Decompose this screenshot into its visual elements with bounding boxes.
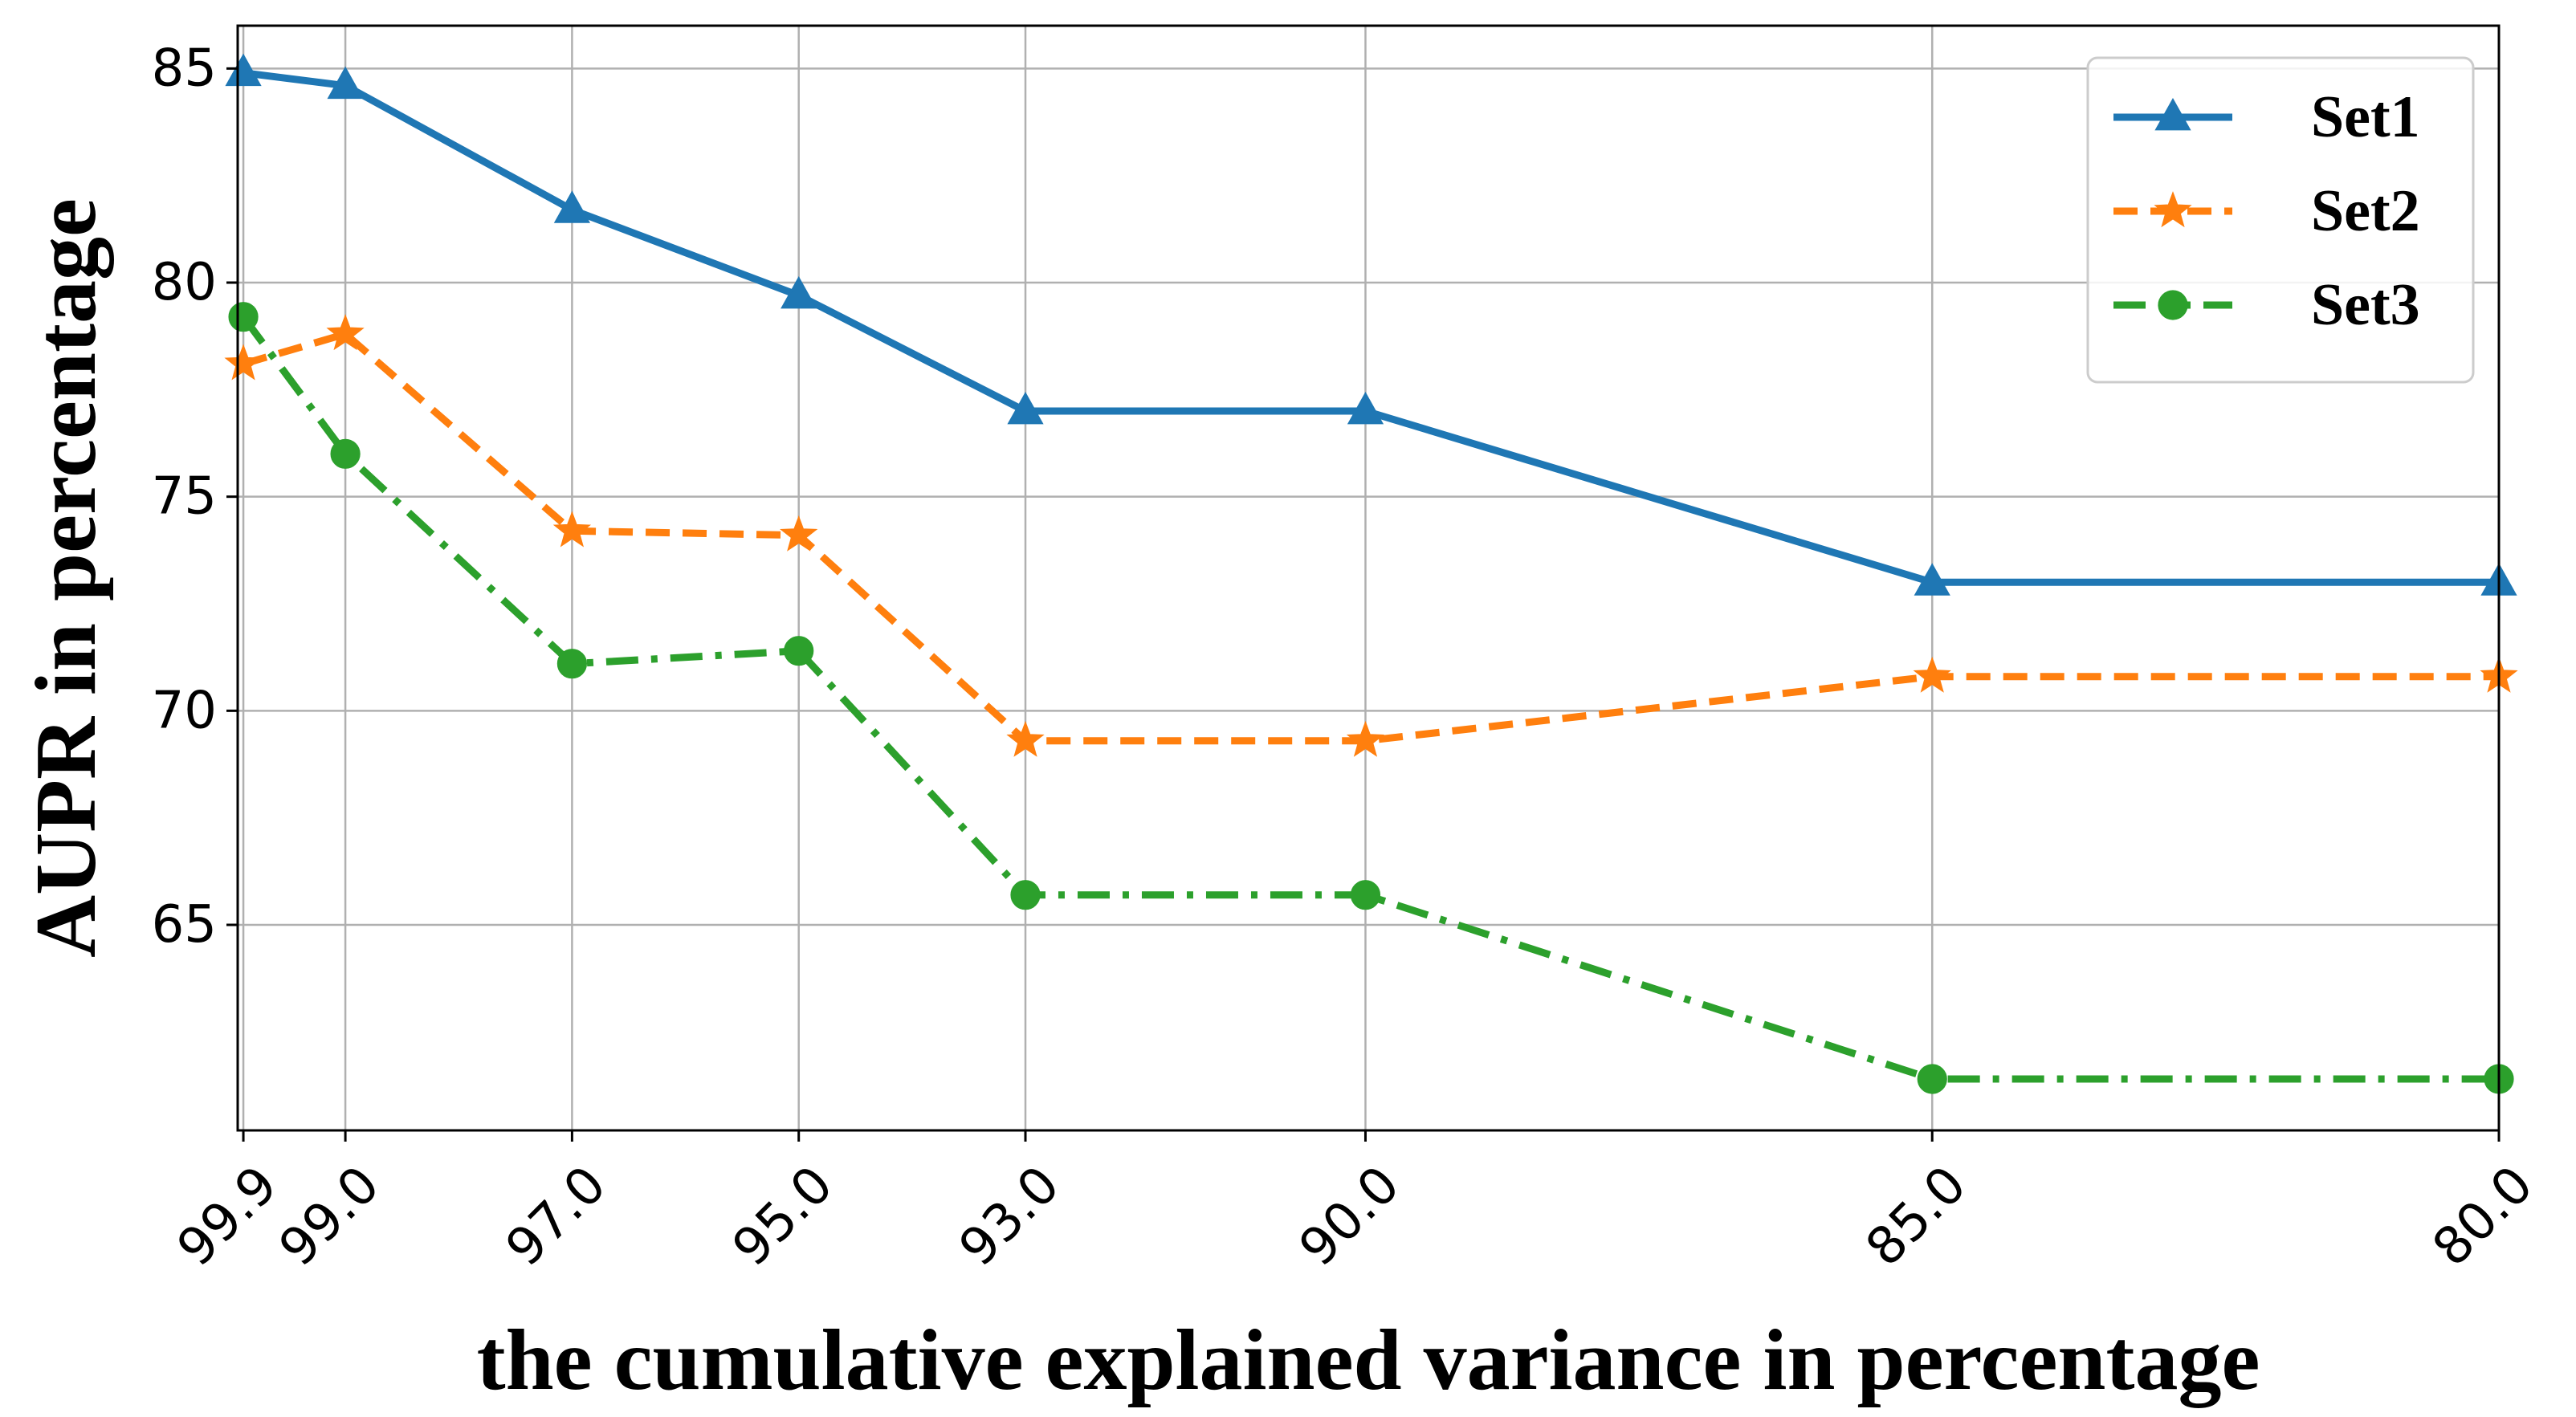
data-point-set2 — [552, 511, 592, 548]
data-point-set2 — [1913, 656, 1951, 693]
plot-frame — [236, 24, 2501, 1132]
legend-label-set3: Set3 — [2311, 272, 2420, 338]
data-point-set2 — [224, 344, 263, 381]
data-point-set2 — [780, 515, 818, 552]
data-point-set3 — [556, 649, 588, 679]
y-axis-title: AUPR in percentage — [18, 198, 114, 958]
y-tick-label-75: 75 — [152, 467, 217, 527]
y-axis-ticks: 65 70 75 80 85 — [152, 39, 238, 955]
data-point-set3 — [228, 302, 259, 332]
series-markers — [224, 53, 2518, 1094]
legend-marker-set3 — [2158, 290, 2188, 320]
x-tick-label-85-0: 85.0 — [1855, 1155, 1978, 1278]
legend-label-set2: Set2 — [2311, 178, 2420, 244]
y-tick-label-80: 80 — [152, 253, 217, 312]
x-tick-label-99-0: 99.0 — [268, 1155, 391, 1278]
series-line-set1 — [243, 69, 2499, 586]
x-tick-label-90-0: 90.0 — [1288, 1155, 1411, 1278]
data-point-set1 — [1347, 391, 1384, 425]
data-point-set3 — [1010, 880, 1041, 910]
data-point-set3 — [784, 636, 814, 666]
x-axis-ticks: 99.999.0 97.0 95.0 93.0 90.0 85.0 80.0 — [166, 1130, 2545, 1278]
data-point-set2 — [1006, 720, 1045, 757]
x-tick-label-93-0: 93.0 — [948, 1155, 1071, 1278]
x-tick-label-99-9: 99.9 — [166, 1155, 289, 1278]
data-point-set1 — [1914, 563, 1950, 596]
data-point-set1 — [781, 275, 817, 309]
series-line-set2 — [242, 330, 2499, 745]
x-tick-label-80-0: 80.0 — [2422, 1155, 2545, 1278]
data-point-set3 — [330, 438, 361, 469]
data-point-set3 — [1917, 1064, 1947, 1094]
x-axis-title: the cumulative explained variance in per… — [477, 1313, 2260, 1408]
y-tick-label-70: 70 — [152, 681, 217, 740]
series-lines — [240, 69, 2499, 1083]
data-point-set2 — [1346, 720, 1385, 757]
y-tick-label-65: 65 — [152, 895, 217, 955]
x-tick-label-97-0: 97.0 — [495, 1155, 618, 1278]
legend: Set1 Set2 Set3 — [2086, 56, 2475, 384]
legend-label-set1: Set1 — [2311, 84, 2420, 150]
x-tick-label-95-0: 95.0 — [722, 1155, 845, 1278]
data-point-set1 — [553, 190, 591, 223]
data-point-set2 — [326, 314, 365, 351]
series-line-set3 — [240, 315, 2499, 1083]
legend-marker-set1 — [2154, 97, 2191, 131]
data-point-set3 — [1350, 880, 1381, 910]
legend-marker-set2 — [2154, 191, 2192, 228]
data-point-set1 — [327, 66, 364, 100]
data-point-set1 — [1007, 391, 1044, 425]
y-tick-label-85: 85 — [152, 39, 217, 98]
data-point-set1 — [225, 53, 262, 87]
